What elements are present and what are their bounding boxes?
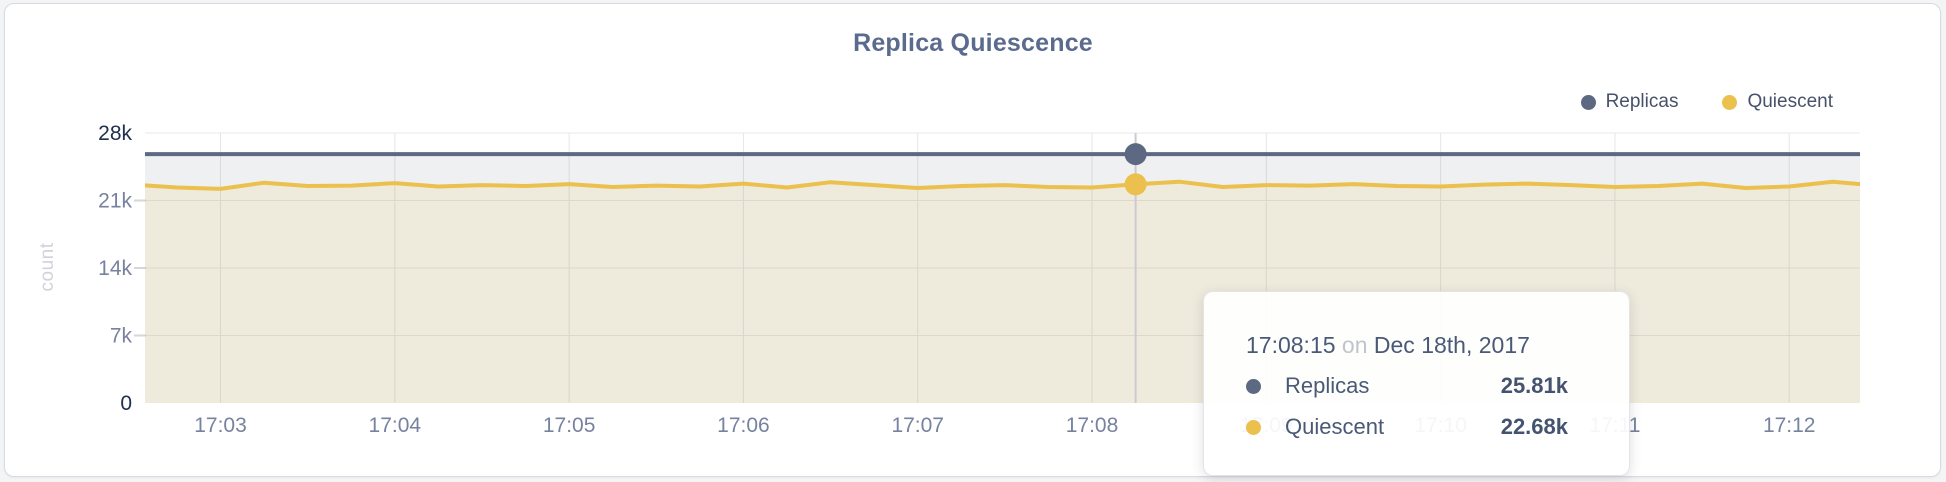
replicas-series-dot-icon (1580, 94, 1596, 110)
tooltip-series-label: Quiescent (1285, 414, 1385, 439)
y-axis-title: count (37, 242, 58, 292)
tooltip-time: 17:08:15 (1246, 332, 1336, 358)
tooltip-series-value: 22.68k (1500, 414, 1568, 439)
x-axis-tick-label: 17:12 (1763, 414, 1816, 437)
y-axis-tick-label: 0 (120, 392, 132, 415)
y-axis-tick-label: 28k (98, 122, 132, 145)
quiescent-series-dot-icon (1246, 419, 1261, 435)
chart-title: Replica Quiescence (853, 29, 1093, 57)
y-axis-tick-label: 21k (98, 190, 132, 213)
x-axis-tick-label: 17:03 (194, 414, 247, 437)
replicas-hover-point[interactable] (1124, 143, 1147, 166)
legend-item-quiescent[interactable]: Quiescent (1722, 91, 1833, 113)
x-axis-tick-label: 17:06 (717, 414, 770, 437)
tooltip-row-quiescent: Quiescent 22.68k (1246, 414, 1568, 440)
tooltip-on-text: on (1341, 332, 1368, 358)
legend-item-replicas[interactable]: Replicas (1580, 91, 1679, 113)
replicas-series-dot-icon (1246, 378, 1261, 394)
tooltip-timestamp: 17:08:15 on Dec 18th, 2017 (1246, 332, 1568, 358)
legend: Replicas Quiescent (1580, 91, 1833, 113)
legend-label: Quiescent (1747, 91, 1833, 112)
x-axis-tick-label: 17:07 (891, 414, 944, 437)
hover-tooltip: 17:08:15 on Dec 18th, 2017 Replicas 25.8… (1203, 291, 1630, 476)
x-axis-tick-label: 17:05 (543, 414, 596, 437)
tooltip-row-replicas: Replicas 25.81k (1246, 373, 1568, 399)
tooltip-date: Dec 18th, 2017 (1373, 332, 1530, 358)
x-axis-tick-label: 17:08 (1066, 414, 1119, 437)
quiescent-series-dot-icon (1722, 94, 1738, 110)
quiescent-line (145, 179, 1860, 191)
tooltip-series-label: Replicas (1285, 373, 1370, 398)
quiescent-hover-point[interactable] (1124, 173, 1147, 196)
y-axis-tick-label: 7k (110, 325, 133, 348)
x-axis-tick-label: 17:04 (369, 414, 422, 437)
y-axis-tick-label: 14k (98, 257, 132, 280)
legend-label: Replicas (1605, 91, 1679, 112)
tooltip-series-value: 25.81k (1500, 373, 1568, 398)
